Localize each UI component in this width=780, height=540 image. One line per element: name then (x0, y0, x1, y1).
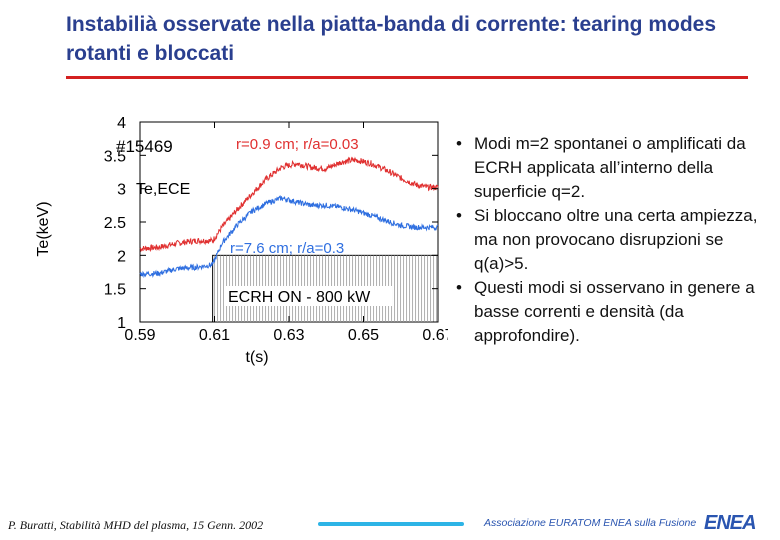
y-tick-label: 2 (117, 248, 126, 265)
y-tick-label: 2.5 (104, 215, 126, 232)
bullet-text: Si bloccano oltre una certa ampiezza, ma… (474, 206, 758, 273)
bullet-text: Modi m=2 spontanei o amplificati da ECRH… (474, 134, 746, 201)
x-axis-label: t(s) (245, 349, 268, 366)
bullet-item: • Questi modi si osservano in genere a ba… (452, 276, 770, 348)
footer-citation: P. Buratti, Stabilità MHD del plasma, 15… (8, 518, 264, 532)
x-tick-label: 0.63 (273, 327, 304, 344)
ecrh-label-bg (224, 286, 392, 306)
blue-series-line (139, 195, 439, 279)
te-ece-label-text: Te,ECE (136, 181, 190, 198)
x-tick-label: 0.61 (199, 327, 230, 344)
bullet-dot: • (456, 134, 462, 153)
bullet-dot: • (456, 206, 462, 225)
x-tick-label: 0.67 (422, 327, 448, 344)
series-layer (139, 156, 439, 279)
y-tick-label: 4 (117, 115, 126, 132)
bullet-text: Questi modi si osservano in genere a bas… (474, 278, 755, 345)
slide-title: Instabilià osservate nella piatta-banda … (66, 13, 717, 65)
bullet-dot: • (456, 278, 462, 297)
y-tick-label: 3.5 (104, 148, 126, 165)
te-ece-chart: 0.59 0.61 0.63 0.65 0.67 1 1.5 2 2.5 3 3.5 4 #15469… (35, 115, 448, 366)
y-tick-label: 1.5 (104, 282, 126, 299)
ecrh-label: ECRH ON - 800 kW (228, 289, 371, 306)
bullet-item: • Si bloccano oltre una certa ampiezza, m… (452, 204, 770, 276)
enea-logo: ENEA (704, 512, 757, 534)
footer-accent-bar (318, 522, 464, 526)
blue-series-label: r=7.6 cm; r/a=0.3 (230, 240, 344, 257)
title-underline (66, 76, 748, 79)
y-tick-label: 1 (117, 315, 126, 332)
red-series-label: r=0.9 cm; r/a=0.03 (236, 136, 359, 153)
te-ece-label: Te,ECE (136, 181, 190, 198)
bullet-item: • Modi m=2 spontanei o amplificati da ECR… (452, 132, 770, 204)
tick-layer: 0.59 0.61 0.63 0.65 0.67 1 1.5 2 2.5 3 3.5 4 (104, 115, 448, 344)
x-tick-label: 0.59 (124, 327, 155, 344)
y-axis-label: Te(keV) (35, 201, 52, 256)
x-tick-label: 0.65 (348, 327, 379, 344)
shot-label: #15469 (116, 137, 173, 156)
footer-association: Associazione EURATOM ENEA sulla Fusione (484, 517, 697, 529)
bullet-list: • Modi m=2 spontanei o amplificati da ECR… (452, 132, 770, 348)
red-series-line (139, 156, 439, 253)
y-tick-label: 3 (117, 182, 126, 199)
